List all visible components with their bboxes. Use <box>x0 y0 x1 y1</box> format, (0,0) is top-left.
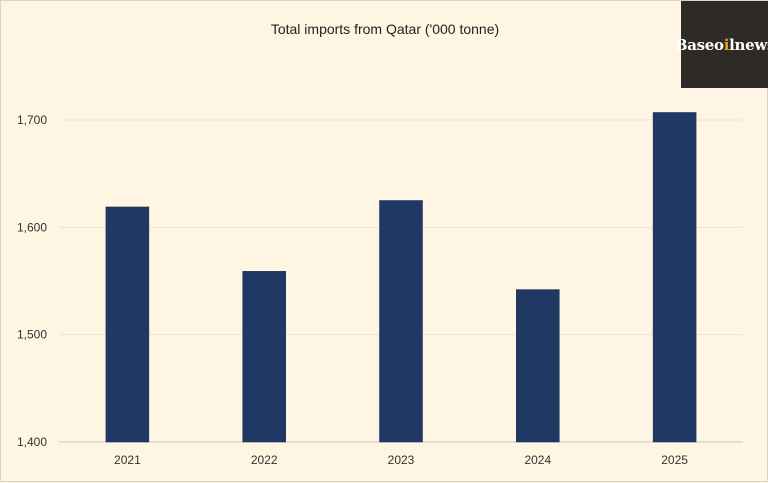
logo-text-post: lnews <box>729 35 768 54</box>
x-tick-label: 2023 <box>388 453 415 467</box>
x-tick-label: 2024 <box>524 453 551 467</box>
y-tick-label: 1,400 <box>17 435 47 449</box>
y-tick-label: 1,500 <box>17 328 47 342</box>
logo-text-pre: Baseo <box>674 35 724 54</box>
bar <box>379 200 423 443</box>
chart-title: Total imports from Qatar ('000 tonne) <box>270 21 500 37</box>
x-tick-label: 2025 <box>661 453 688 467</box>
bar <box>652 112 697 443</box>
bar <box>105 206 150 443</box>
y-tick-label: 1,600 <box>17 220 47 234</box>
bar <box>242 271 286 443</box>
bar <box>516 289 560 443</box>
baseoilnews-logo: Baseoilnews <box>675 1 768 88</box>
x-tick-label: 2021 <box>114 453 141 467</box>
x-tick-label: 2022 <box>251 453 278 467</box>
y-tick-label: 1,700 <box>17 113 47 127</box>
logo-text-dot: i <box>723 35 730 54</box>
